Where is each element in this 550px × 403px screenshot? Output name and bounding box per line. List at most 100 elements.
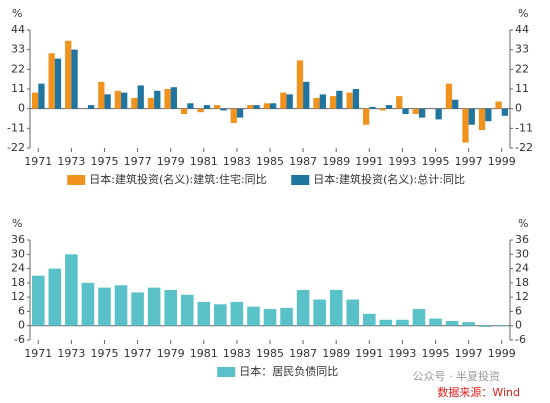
y2-tick-label: 0 — [515, 319, 522, 332]
y2-tick-label: 22 — [515, 62, 529, 75]
x-tick-label: 1985 — [256, 155, 284, 168]
y-tick-label: 11 — [11, 82, 25, 95]
bar — [270, 103, 277, 109]
y2-tick-label: 0 — [515, 102, 522, 115]
bar — [197, 301, 211, 326]
legend-label: 日本:建筑投资(名义):建筑:住宅:同比 — [89, 172, 266, 186]
bar — [462, 322, 475, 326]
source: 数据来源：Wind — [437, 385, 520, 399]
y-tick-label: 6 — [18, 304, 25, 317]
bar — [180, 108, 188, 115]
x-tick-label: 1973 — [57, 155, 85, 168]
bar — [81, 282, 95, 326]
bar — [98, 81, 105, 109]
y-tick-label: 12 — [11, 290, 25, 303]
bar — [131, 97, 138, 109]
bar — [104, 94, 111, 109]
bar — [412, 309, 426, 326]
bar — [280, 307, 293, 326]
x-tick-label: 1979 — [157, 347, 185, 360]
y-tick-label: -6 — [14, 333, 25, 346]
bar — [203, 105, 211, 109]
x-tick-label: 1973 — [57, 347, 85, 360]
y-tick-label: 22 — [11, 62, 25, 75]
bar — [48, 268, 62, 326]
bar — [418, 108, 426, 118]
bar — [247, 306, 260, 326]
y-tick-label: 30 — [11, 247, 25, 260]
bar — [197, 108, 204, 113]
bar — [31, 275, 45, 326]
bar — [468, 108, 475, 125]
x-tick-label: 1977 — [124, 155, 152, 168]
bar — [385, 105, 393, 109]
y2-tick-label: -11 — [515, 121, 533, 134]
bar — [435, 108, 442, 120]
bar — [478, 325, 492, 327]
bar — [54, 58, 62, 109]
watermark: 公众号 · 半夏投资 — [413, 369, 501, 383]
bar — [114, 90, 122, 109]
bar — [164, 290, 177, 326]
y-axis-label: % — [12, 7, 22, 20]
x-tick-label: 1971 — [24, 347, 52, 360]
x-tick-label: 1997 — [455, 347, 483, 360]
bar — [319, 94, 326, 109]
bar — [154, 90, 161, 109]
y-tick-label: 24 — [11, 262, 25, 275]
y2-tick-label: 18 — [515, 276, 529, 289]
x-tick-label: 1983 — [223, 347, 251, 360]
bar — [214, 105, 221, 109]
bar — [230, 108, 237, 123]
y2-tick-label: 36 — [515, 233, 529, 246]
bar — [495, 325, 509, 326]
bar — [303, 81, 310, 109]
bar — [48, 53, 55, 109]
bar — [336, 90, 343, 109]
bar — [369, 106, 376, 109]
bar — [114, 285, 128, 326]
y2-tick-label: -6 — [515, 333, 526, 346]
bar — [313, 97, 320, 109]
y2-tick-label: 12 — [515, 290, 529, 303]
bar — [65, 254, 78, 326]
y2-tick-label: 30 — [515, 247, 529, 260]
bar — [313, 299, 326, 326]
bar — [296, 290, 310, 326]
bar — [495, 101, 502, 109]
bar — [462, 108, 469, 143]
bar — [230, 301, 244, 326]
y-tick-label: 0 — [18, 319, 25, 332]
x-tick-label: 1975 — [90, 347, 118, 360]
bar — [379, 319, 393, 326]
x-tick-label: 1987 — [289, 155, 317, 168]
bar — [329, 290, 343, 326]
bar — [296, 60, 304, 109]
y-tick-label: 44 — [11, 23, 25, 36]
bar — [31, 92, 39, 109]
bar — [263, 309, 277, 326]
x-tick-label: 1981 — [190, 347, 218, 360]
bar — [478, 108, 486, 131]
y2-tick-label: 6 — [515, 304, 522, 317]
y-tick-label: 18 — [11, 276, 25, 289]
legend-swatch — [217, 367, 236, 377]
x-tick-label: 1989 — [322, 155, 350, 168]
bar — [247, 105, 254, 109]
x-tick-label: 1985 — [256, 347, 284, 360]
bar — [445, 320, 459, 326]
x-tick-label: 1999 — [488, 347, 516, 360]
x-tick-label: 1977 — [124, 347, 152, 360]
bar — [286, 94, 293, 109]
bar — [346, 299, 360, 326]
x-tick-label: 1993 — [388, 347, 416, 360]
x-tick-label: 1999 — [488, 155, 516, 168]
y-tick-label: 33 — [11, 43, 25, 56]
bar — [220, 108, 227, 111]
bar — [329, 96, 337, 109]
bar — [131, 292, 144, 326]
y2-tick-label: 24 — [515, 262, 529, 275]
bar — [236, 108, 244, 118]
bar — [87, 105, 95, 109]
